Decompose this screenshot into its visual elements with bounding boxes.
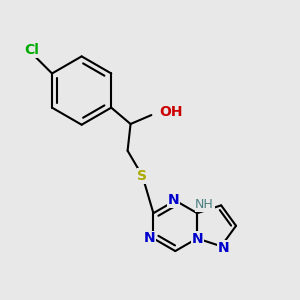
Text: N: N bbox=[192, 232, 204, 246]
Text: N: N bbox=[144, 231, 156, 245]
Text: OH: OH bbox=[159, 105, 182, 119]
Text: NH: NH bbox=[195, 198, 214, 211]
Text: Cl: Cl bbox=[24, 43, 39, 57]
Text: N: N bbox=[218, 241, 230, 255]
Text: N: N bbox=[168, 193, 180, 207]
Text: S: S bbox=[137, 169, 147, 183]
